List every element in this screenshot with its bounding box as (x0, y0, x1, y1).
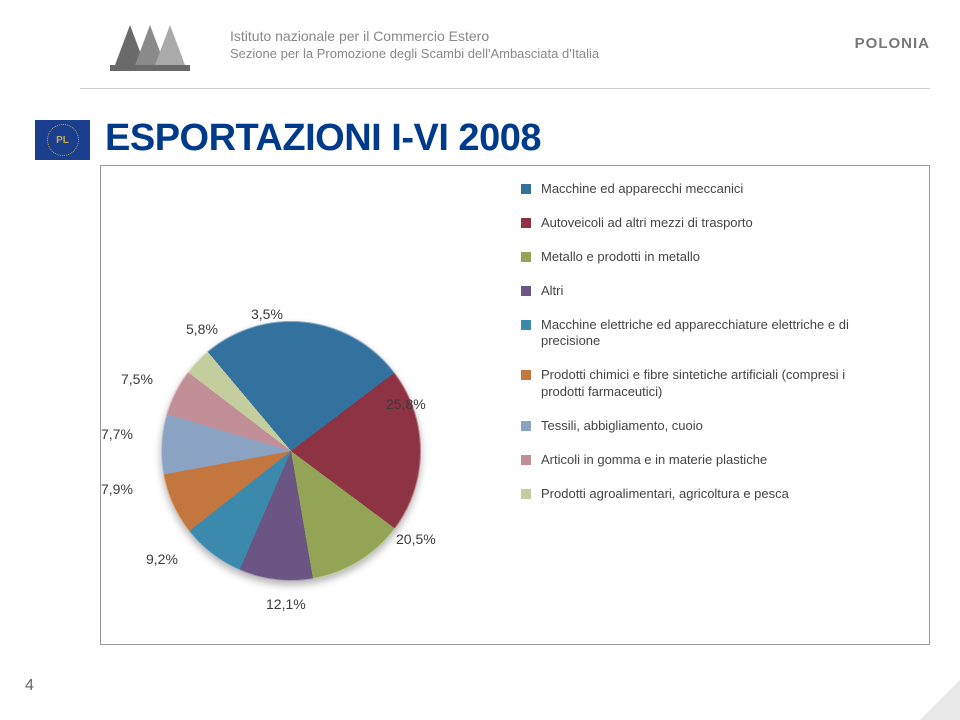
legend-swatch (521, 489, 531, 499)
legend-swatch (521, 252, 531, 262)
pie-disc (161, 321, 421, 581)
header-org-text: Istituto nazionale per il Commercio Este… (230, 27, 599, 62)
legend-label: Prodotti agroalimentari, agricoltura e p… (541, 486, 789, 503)
chart-container: 25,8%20,5%12,1%9,2%7,9%7,7%7,5%5,8%3,5% … (100, 165, 930, 645)
pie-slice-label: 12,1% (266, 596, 306, 612)
page-number: 4 (25, 677, 34, 695)
pie-slice-label: 7,7% (101, 426, 133, 442)
legend-swatch (521, 370, 531, 380)
pie-slice-label: 7,9% (101, 481, 133, 497)
legend-swatch (521, 218, 531, 228)
legend-item: Tessili, abbigliamento, cuoio (521, 418, 916, 435)
legend: Macchine ed apparecchi meccanici Autoveic… (521, 181, 916, 520)
legend-swatch (521, 421, 531, 431)
ice-logo (90, 5, 210, 85)
pie-slice-label: 9,2% (146, 551, 178, 567)
legend-label: Autoveicoli ad altri mezzi di trasporto (541, 215, 753, 232)
eu-flag-icon: PL (35, 120, 90, 160)
header-country: POLONIA (855, 35, 930, 52)
legend-item: Metallo e prodotti in metallo (521, 249, 916, 266)
pie-slice-label: 5,8% (186, 321, 218, 337)
pie-slice-label: 3,5% (251, 306, 283, 322)
legend-label: Prodotti chimici e fibre sintetiche arti… (541, 367, 881, 401)
legend-item: Altri (521, 283, 916, 300)
header-divider (80, 88, 930, 89)
legend-item: Prodotti chimici e fibre sintetiche arti… (521, 367, 916, 401)
page-header: Istituto nazionale per il Commercio Este… (0, 0, 960, 90)
legend-item: Macchine ed apparecchi meccanici (521, 181, 916, 198)
legend-label: Metallo e prodotti in metallo (541, 249, 700, 266)
pie-chart: 25,8%20,5%12,1%9,2%7,9%7,7%7,5%5,8%3,5% (136, 296, 446, 606)
legend-item: Articoli in gomma e in materie plastiche (521, 452, 916, 469)
header-org-line2: Sezione per la Promozione degli Scambi d… (230, 46, 599, 63)
legend-label: Macchine elettriche ed apparecchiature e… (541, 317, 881, 351)
pie-slice-label: 7,5% (121, 371, 153, 387)
legend-item: Autoveicoli ad altri mezzi di trasporto (521, 215, 916, 232)
page-corner-fold (920, 680, 960, 720)
eu-flag-label: PL (56, 135, 69, 146)
legend-label: Tessili, abbigliamento, cuoio (541, 418, 703, 435)
page-title: ESPORTAZIONI I-VI 2008 (105, 117, 541, 160)
legend-swatch (521, 286, 531, 296)
legend-item: Macchine elettriche ed apparecchiature e… (521, 317, 916, 351)
legend-swatch (521, 184, 531, 194)
legend-item: Prodotti agroalimentari, agricoltura e p… (521, 486, 916, 503)
header-org-line1: Istituto nazionale per il Commercio Este… (230, 27, 599, 45)
pie-slice-label: 20,5% (396, 531, 436, 547)
legend-label: Articoli in gomma e in materie plastiche (541, 452, 767, 469)
legend-swatch (521, 455, 531, 465)
pie-slice-label: 25,8% (386, 396, 426, 412)
legend-swatch (521, 320, 531, 330)
legend-label: Macchine ed apparecchi meccanici (541, 181, 743, 198)
legend-label: Altri (541, 283, 563, 300)
